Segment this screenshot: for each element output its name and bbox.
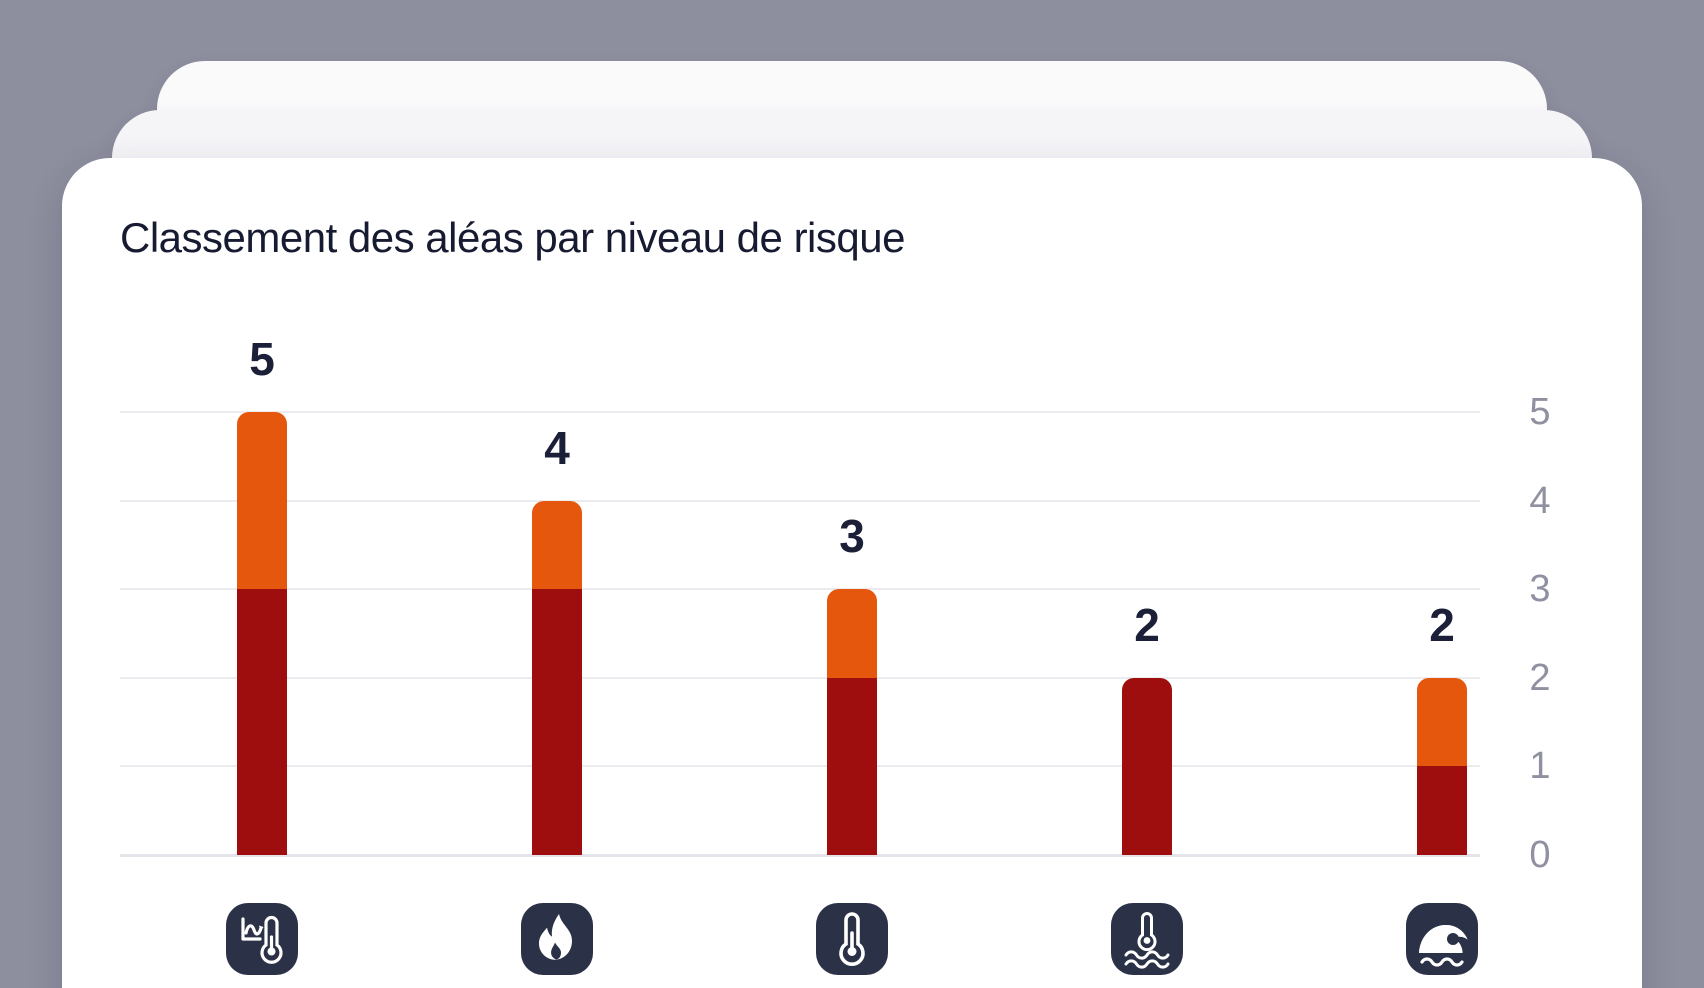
flame-icon: [539, 914, 572, 960]
temperature-trend-icon: [241, 915, 283, 964]
water-temperature-icon: [1124, 912, 1170, 969]
bar-segment-upper-orange-temperature-trend: [237, 412, 287, 590]
water-temperature-icon-button[interactable]: [1111, 903, 1183, 975]
grid-line: [120, 588, 1480, 591]
chart-title: Classement des aléas par niveau de risqu…: [120, 214, 905, 261]
wave-icon: [1419, 925, 1468, 967]
grid-line: [120, 411, 1480, 413]
y-axis-tick-label: 3: [1529, 568, 1551, 611]
y-axis-tick-label: 0: [1529, 834, 1551, 876]
bar-segment-lower-dark-red-water-temperature: [1122, 677, 1172, 855]
wildfire-icon-button[interactable]: [521, 903, 593, 975]
bar-segment-upper-orange-wildfire: [532, 500, 582, 590]
y-axis-tick-label: 5: [1529, 391, 1551, 433]
bar-segment-upper-orange-heatwave: [827, 589, 877, 678]
bar-value-label: 2: [1134, 598, 1160, 651]
bar-segment-lower-dark-red-wildfire: [532, 589, 582, 855]
y-axis-tick-label: 4: [1529, 479, 1551, 522]
bar-value-label: 2: [1429, 598, 1455, 651]
y-axis-tick-label: 2: [1529, 656, 1551, 699]
grid-line: [120, 765, 1480, 768]
wave-submersion-icon-button[interactable]: [1406, 903, 1478, 975]
bar-segment-lower-dark-red-wave-submersion: [1417, 766, 1467, 855]
bar-value-label: 5: [249, 333, 275, 385]
temperature-trend-icon-button[interactable]: [226, 903, 298, 975]
grid-line: [120, 499, 1480, 502]
grid-line: [120, 676, 1480, 679]
thermometer-icon: [839, 912, 865, 966]
bar-segment-lower-dark-red-heatwave: [827, 677, 877, 855]
bar-value-label: 3: [839, 510, 865, 563]
y-axis-tick-label: 1: [1529, 745, 1551, 788]
bar-segment-upper-orange-wave-submersion: [1417, 677, 1467, 767]
bar-value-label: 4: [544, 421, 570, 474]
grid-line: [120, 854, 1480, 857]
heatwave-icon-button[interactable]: [816, 903, 888, 975]
bar-segment-lower-dark-red-temperature-trend: [237, 589, 287, 855]
